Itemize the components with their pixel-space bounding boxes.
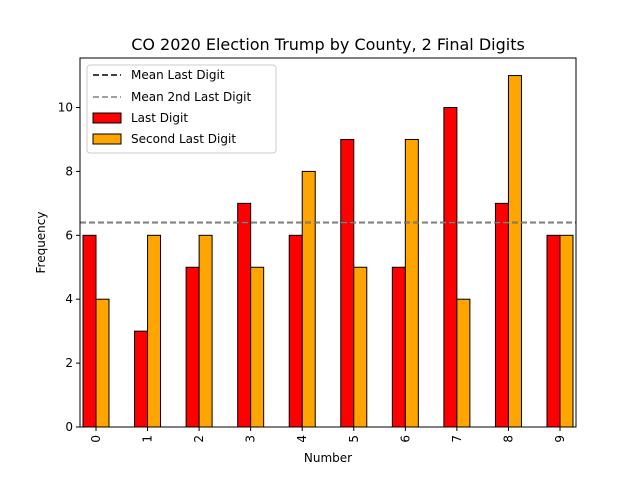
y-tick-label: 4 [65, 292, 73, 306]
bar-last-digit-8 [494, 202, 509, 428]
x-tick-label: 0 [89, 435, 103, 443]
bar-last-digit-1 [134, 330, 149, 428]
bar-last-digit-5 [340, 138, 355, 428]
y-tick-label: 2 [65, 356, 73, 370]
bar-second-last-digit-6 [404, 138, 419, 428]
x-axis: 0 1 2 3 4 5 6 7 8 9 [89, 427, 567, 443]
y-tick-label: 6 [65, 228, 73, 242]
x-tick-label: 7 [450, 435, 464, 443]
bar-second-last-digit-3 [250, 266, 265, 428]
y-tick-label: 8 [65, 164, 73, 178]
x-tick-label: 2 [192, 435, 206, 443]
x-tick-label: 6 [398, 435, 412, 443]
chart-title: CO 2020 Election Trump by County, 2 Fina… [131, 35, 525, 54]
bar-last-digit-2 [185, 266, 200, 428]
legend: Mean Last Digit Mean 2nd Last Digit Last D… [86, 64, 277, 154]
plot-area-frame [79, 57, 577, 428]
bar-last-digit-3 [237, 202, 252, 428]
x-tick-label: 4 [295, 435, 309, 443]
bar-last-digit-7 [443, 107, 458, 428]
bar-second-last-digit-8 [507, 75, 522, 428]
bars-layer [82, 75, 574, 428]
y-axis: 0 2 4 6 8 10 [58, 101, 80, 434]
x-tick-label: 3 [244, 435, 258, 443]
legend-label: Mean Last Digit [131, 68, 225, 82]
legend-swatch-bar [92, 112, 122, 124]
bar-second-last-digit-0 [95, 298, 110, 428]
legend-label: Last Digit [131, 111, 188, 125]
bar-second-last-digit-9 [559, 234, 574, 428]
x-tick-label: 9 [553, 435, 567, 443]
bar-last-digit-0 [82, 234, 97, 428]
bar-last-digit-4 [288, 234, 303, 428]
legend-label: Mean 2nd Last Digit [131, 90, 252, 104]
bar-second-last-digit-2 [198, 234, 213, 428]
bar-last-digit-6 [391, 266, 406, 428]
x-tick-label: 8 [501, 435, 515, 443]
y-tick-label: 10 [58, 101, 73, 115]
bar-last-digit-9 [546, 234, 561, 428]
x-axis-label: Number [304, 451, 352, 465]
legend-box [86, 64, 277, 154]
x-tick-label: 5 [347, 435, 361, 443]
legend-swatch-bar [92, 133, 122, 145]
y-axis-label: Frequency [34, 212, 48, 274]
bar-second-last-digit-4 [301, 170, 316, 428]
bar-second-last-digit-5 [353, 266, 368, 428]
bar-second-last-digit-1 [147, 234, 162, 428]
y-tick-label: 0 [65, 420, 73, 434]
x-tick-label: 1 [141, 435, 155, 443]
bar-second-last-digit-7 [456, 298, 471, 428]
legend-label: Second Last Digit [131, 132, 236, 146]
